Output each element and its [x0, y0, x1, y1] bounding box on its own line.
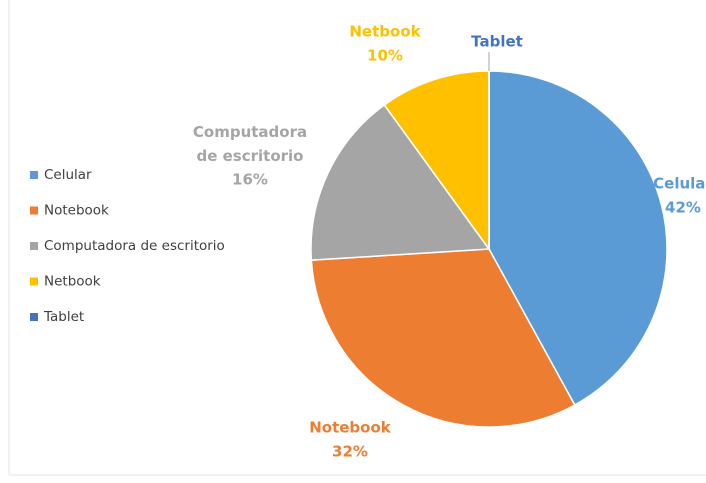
- data-label-value: 42%: [665, 199, 701, 217]
- data-label-value: 10%: [367, 47, 403, 65]
- legend-swatch: [30, 277, 38, 286]
- legend-swatch: [30, 313, 38, 321]
- legend-label: Notebook: [44, 203, 109, 219]
- data-label-name: Computadora de escritorio: [193, 123, 307, 165]
- data-label-name: Notebook: [309, 419, 392, 437]
- data-label-name: Celular: [653, 175, 706, 193]
- pie-slice: [383, 70, 490, 252]
- legend-swatch: [30, 206, 38, 215]
- pie-slice: [310, 103, 491, 261]
- data-label-value: 32%: [332, 443, 368, 461]
- legend-label: Tablet: [43, 309, 84, 325]
- legend-label: Computadora de escritorio: [44, 238, 225, 254]
- legend-label: Netbook: [44, 274, 101, 290]
- legend-swatch: [30, 171, 38, 179]
- pie-slice: [310, 248, 576, 428]
- pie-slice: [488, 70, 668, 407]
- legend-swatch: [30, 242, 38, 250]
- data-label-value: 16%: [232, 171, 268, 189]
- legend-label: Celular: [44, 167, 92, 183]
- data-label-name: Tablet: [471, 33, 523, 51]
- data-label-name: Netbook: [349, 23, 421, 41]
